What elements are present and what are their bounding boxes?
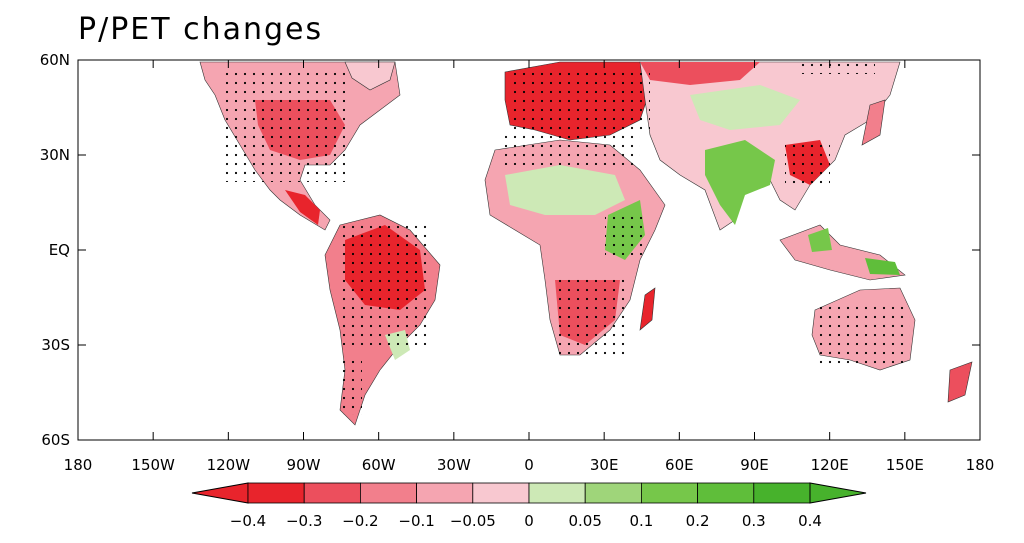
longitude-axis: 180 150W 120W 90W 60W 30W 0 30E 60E 90E 120E 150E 18… (64, 60, 995, 474)
lat-tick-label: 60N (40, 51, 70, 69)
lon-tick-label: 90E (740, 456, 769, 474)
lat-tick-label: 30N (40, 146, 70, 164)
colorbar-label: −0.05 (450, 512, 496, 530)
colorbar-label: 0.2 (686, 512, 710, 530)
stipple-south-america-south (340, 360, 362, 415)
india-wet (705, 140, 775, 225)
new-guinea-wet (865, 258, 900, 275)
stipple-north-africa (500, 135, 640, 165)
colorbar-label: 0.05 (568, 512, 601, 530)
colorbar-bin (416, 482, 474, 504)
japan-region (861, 99, 886, 146)
stipple-australia (815, 305, 910, 365)
colorbar-bin (641, 482, 699, 504)
stipple-china (785, 140, 830, 185)
colorbar-bin (359, 482, 417, 504)
colorbar-low-extend (191, 482, 249, 504)
colorbar-label: −0.3 (286, 512, 322, 530)
colorbar-high-extend (809, 482, 867, 504)
colorbar-label: 0 (524, 512, 534, 530)
map-title: P/PET changes (78, 12, 324, 47)
latitude-axis: 60N 30N EQ 30S 60S (40, 51, 980, 449)
stipple-east-africa (605, 215, 645, 255)
central-asia-wet (690, 85, 800, 130)
colorbar-label: −0.2 (342, 512, 378, 530)
colorbar-label: −0.4 (230, 512, 266, 530)
stipple-southern-africa (555, 275, 625, 355)
lon-tick-label: 180 (64, 456, 93, 474)
colorbar-bin (247, 482, 305, 504)
madagascar-region (639, 287, 656, 331)
colorbar-label: 0.3 (742, 512, 766, 530)
lon-tick-label: 150W (131, 456, 175, 474)
siberia-deficit (640, 62, 760, 85)
sahel-wet-band (505, 165, 625, 215)
stipple-north-america (225, 72, 345, 182)
lon-tick-label: 0 (524, 456, 534, 474)
colorbar-bin (528, 482, 586, 504)
lon-tick-label: 120W (207, 456, 251, 474)
land-layer (199, 61, 973, 426)
colorbar-bin (303, 482, 361, 504)
lon-tick-label: 60W (362, 456, 396, 474)
colorbar: −0.4 −0.3 −0.2 −0.1 −0.05 0 0.05 0.1 0.2 0.3 0.4 (191, 482, 867, 530)
colorbar-label: 0.1 (629, 512, 653, 530)
colorbar-label: −0.1 (398, 512, 434, 530)
colorbar-bin (584, 482, 642, 504)
new-zealand-region (947, 361, 973, 403)
colorbar-bin (472, 482, 530, 504)
lon-tick-label: 60E (665, 456, 694, 474)
lon-tick-label: 30W (437, 456, 471, 474)
borneo-wet (808, 228, 832, 252)
lon-tick-label: 90W (287, 456, 321, 474)
lon-tick-label: 180 (966, 456, 995, 474)
lat-tick-label: 60S (41, 431, 70, 449)
colorbar-bin (753, 482, 811, 504)
lon-tick-label: 30E (590, 456, 619, 474)
central-america-deficit (285, 190, 320, 225)
lat-tick-label: 30S (41, 336, 70, 354)
stipple-siberia (800, 62, 875, 74)
lon-tick-label: 150E (886, 456, 924, 474)
greenland-region (344, 61, 396, 91)
stipple-europe (510, 70, 650, 135)
lon-tick-label: 120E (811, 456, 849, 474)
lat-tick-label: EQ (49, 241, 70, 259)
colorbar-bin (697, 482, 755, 504)
stipple-south-america (340, 225, 430, 345)
colorbar-label: 0.4 (798, 512, 822, 530)
